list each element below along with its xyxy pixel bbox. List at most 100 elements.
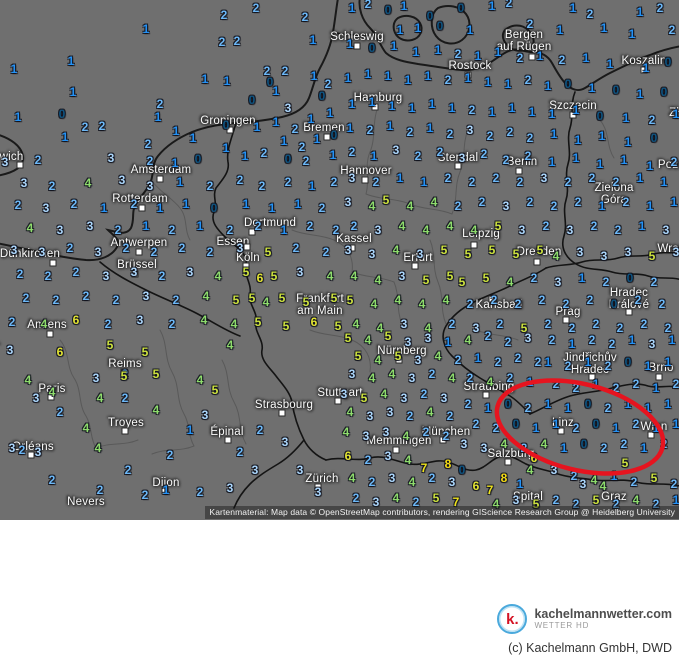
- station-value: 5: [458, 275, 466, 289]
- station-value: 2: [364, 453, 372, 467]
- station-value: 2: [592, 317, 600, 331]
- city-marker: [47, 393, 55, 401]
- station-value: 2: [260, 146, 268, 160]
- station-value: 1: [646, 199, 654, 213]
- station-value: 2: [586, 293, 594, 307]
- station-value: 2: [442, 429, 450, 443]
- station-value: 1: [644, 401, 652, 415]
- station-value: 5: [621, 456, 629, 470]
- station-value: 2: [350, 219, 358, 233]
- station-value: 1: [548, 155, 556, 169]
- station-value: 0: [318, 89, 326, 103]
- station-value: 4: [200, 313, 208, 327]
- station-value: 7: [420, 461, 428, 475]
- city-label: Bergen auf Rügen: [496, 29, 552, 53]
- station-value: 0: [266, 75, 274, 89]
- station-value: 5: [141, 345, 149, 359]
- station-value: 0: [660, 85, 668, 99]
- station-value: 4: [424, 321, 432, 335]
- station-value: 3: [340, 387, 348, 401]
- station-value: 4: [408, 475, 416, 489]
- station-value: 5: [232, 293, 240, 307]
- city-marker: [161, 487, 169, 495]
- station-value: 5: [494, 219, 502, 233]
- station-value: 2: [420, 387, 428, 401]
- station-value: 3: [648, 337, 656, 351]
- station-value: 4: [404, 453, 412, 467]
- station-value: 3: [42, 201, 50, 215]
- station-value: 2: [72, 265, 80, 279]
- city-label: Brno: [648, 362, 674, 374]
- station-value: 4: [152, 403, 160, 417]
- station-value: 3: [404, 335, 412, 349]
- station-value: 5: [532, 497, 540, 511]
- station-value: 4: [392, 491, 400, 505]
- city-label: Amsterdam: [130, 164, 192, 176]
- city-marker: [248, 228, 256, 236]
- station-value: 1: [186, 423, 194, 437]
- station-value: 2: [412, 495, 420, 509]
- station-value: 1: [348, 1, 356, 15]
- station-value: 2: [612, 381, 620, 395]
- station-value: 5: [106, 338, 114, 352]
- station-value: 1: [552, 417, 560, 431]
- station-value: 2: [454, 353, 462, 367]
- station-value: 4: [376, 321, 384, 335]
- station-value: 2: [48, 473, 56, 487]
- station-value: 1: [556, 23, 564, 37]
- station-value: 2: [146, 154, 154, 168]
- station-value: 1: [488, 0, 496, 13]
- map-borders: [0, 0, 679, 509]
- station-value: 2: [524, 149, 532, 163]
- station-value: 1: [504, 77, 512, 91]
- city-marker: [655, 373, 663, 381]
- city-label: Zielona Góra: [594, 182, 634, 206]
- city-marker: [569, 111, 577, 119]
- station-value: 3: [372, 495, 380, 509]
- city-marker: [411, 262, 419, 270]
- station-value: 1: [268, 201, 276, 215]
- city-label: Leipzig: [462, 228, 500, 240]
- station-value: 7: [486, 483, 494, 497]
- station-value: 1: [638, 219, 646, 233]
- city-label: Nürnberg: [377, 345, 427, 357]
- station-value: 2: [56, 405, 64, 419]
- station-value: 2: [602, 275, 610, 289]
- station-value: 7: [452, 495, 460, 509]
- station-value: 4: [402, 429, 410, 443]
- city-label: Dünkirchen: [0, 248, 61, 260]
- station-value: 3: [56, 223, 64, 237]
- station-value: 2: [291, 122, 299, 136]
- station-value: 2: [428, 367, 436, 381]
- station-value: 5: [464, 247, 472, 261]
- station-value: 3: [414, 353, 422, 367]
- station-value: 1: [272, 115, 280, 129]
- station-value: 3: [86, 219, 94, 233]
- station-value: 1: [564, 401, 572, 415]
- station-value: 3: [448, 475, 456, 489]
- station-value: 2: [352, 491, 360, 505]
- station-value: 3: [6, 343, 14, 357]
- station-value: 1: [526, 375, 534, 389]
- city-marker: [334, 397, 342, 405]
- station-value: 5: [384, 329, 392, 343]
- station-value: 6: [56, 345, 64, 359]
- station-value: 8: [500, 471, 508, 485]
- station-value: 5: [152, 367, 160, 381]
- city-marker: [242, 262, 250, 270]
- station-value: 1: [162, 483, 170, 497]
- city-label: Troyes: [108, 417, 144, 429]
- station-value: 1: [412, 45, 420, 59]
- station-value: 3: [400, 391, 408, 405]
- station-value: 2: [472, 417, 480, 431]
- city-marker: [121, 427, 129, 435]
- station-value: 2: [168, 317, 176, 331]
- station-value: 3: [366, 409, 374, 423]
- kachelmann-logo[interactable]: k. kachelmannwetter.com WETTER HD: [497, 604, 672, 634]
- station-value: 2: [484, 329, 492, 343]
- station-value: 2: [114, 223, 122, 237]
- station-value: 4: [486, 375, 494, 389]
- logo-text: kachelmannwetter.com: [534, 606, 672, 621]
- station-value: 1: [10, 62, 18, 76]
- station-value: 4: [418, 297, 426, 311]
